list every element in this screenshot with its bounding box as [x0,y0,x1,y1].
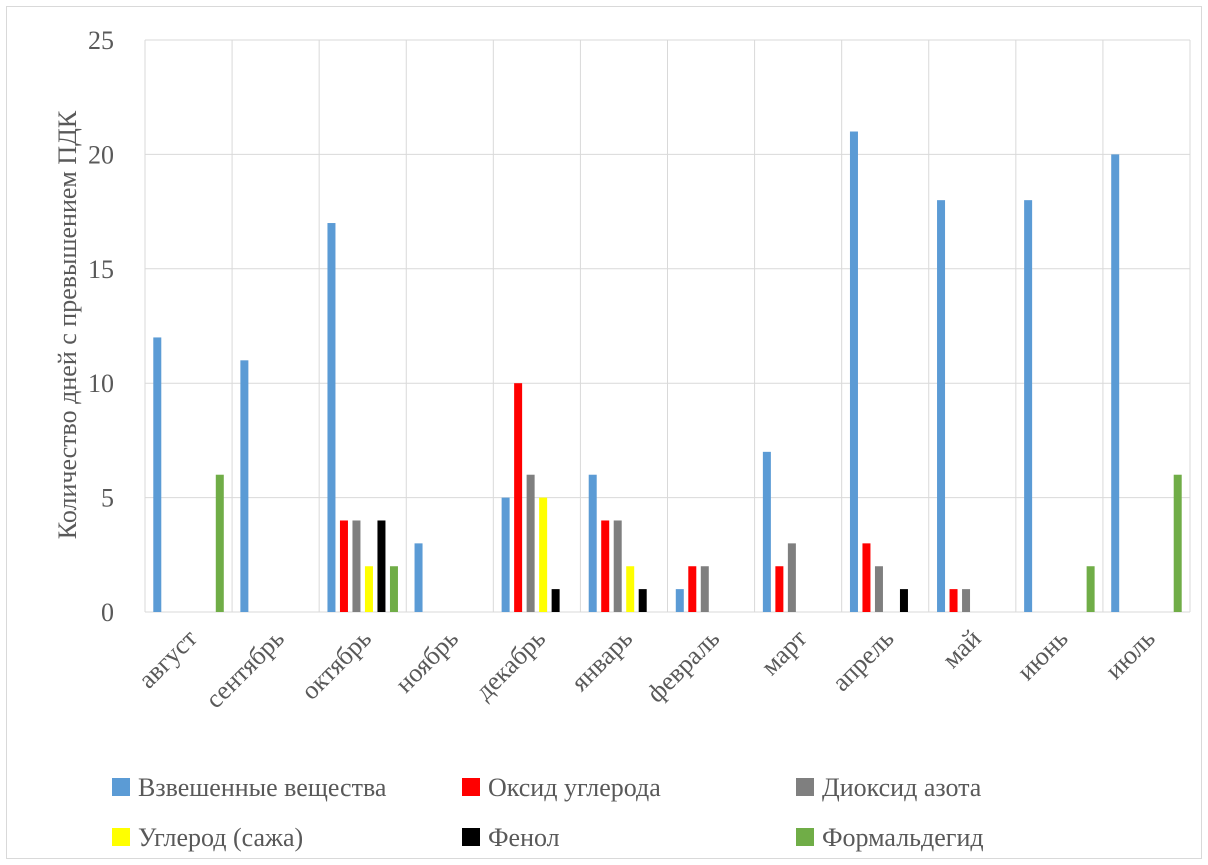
bar-4-3 [539,497,548,612]
legend-label: Формальдегид [822,823,984,852]
x-tick-label: август [133,624,203,694]
x-tick-label: сентябрь [200,624,290,714]
bar-2-3 [364,566,373,612]
legend-swatch [796,778,814,796]
y-tick-label: 10 [88,369,114,398]
bar-6-0 [675,589,684,612]
legend-label: Диоксид азота [822,773,982,802]
bar-9-0 [937,200,946,612]
gridlines [144,39,1191,613]
bar-4-1 [514,383,523,612]
bar-2-2 [352,520,361,612]
bar-5-4 [638,589,647,612]
legend-swatch [796,828,814,846]
bars [153,131,1182,613]
bar-10-0 [1024,200,1033,612]
y-tick-label: 0 [101,598,114,627]
bar-7-0 [762,451,771,612]
legend: Взвешенные вещества Оксид углерода Диоксид… [112,773,984,852]
bar-1-0 [240,360,249,612]
bar-8-4 [899,589,908,612]
x-tick-label: июль [1100,624,1161,685]
bar-2-4 [377,520,386,612]
bar-4-0 [501,497,510,612]
bar-9-2 [962,589,971,612]
bar-5-0 [588,474,597,612]
legend-label: Оксид углерода [488,773,661,802]
y-tick-label: 25 [88,26,114,55]
bar-6-1 [688,566,697,612]
bar-5-1 [601,520,610,612]
bar-8-1 [862,543,871,612]
legend-swatch [462,778,480,796]
bar-5-2 [613,520,622,612]
x-tick-label: апрель [826,624,899,697]
x-tick-label: июнь [1011,624,1073,686]
bar-3-0 [414,543,423,612]
bar-6-2 [700,566,709,612]
y-tick-label: 15 [88,255,114,284]
y-tick-label: 20 [88,140,114,169]
bar-2-0 [327,223,336,613]
x-tick-label: февраль [641,624,725,708]
bar-5-3 [626,566,635,612]
x-tick-label: декабрь [469,624,551,706]
bar-7-1 [775,566,784,612]
legend-label: Фенол [488,823,560,852]
y-axis-ticks: 0 5 10 15 20 25 [88,26,114,627]
bar-11-5 [1173,474,1182,612]
legend-label: Углерод (сажа) [138,823,303,852]
y-axis-label: Количество дней с превышением ПДК [53,110,82,539]
y-tick-label: 5 [101,484,114,513]
x-tick-label: октябрь [295,624,377,706]
bar-8-0 [849,131,858,612]
chart-frame [6,6,1202,859]
bar-0-5 [215,474,224,612]
bar-0-0 [153,337,162,612]
legend-swatch [462,828,480,846]
bar-2-1 [339,520,348,612]
legend-swatch [112,778,130,796]
x-tick-label: май [937,624,987,674]
x-tick-label: ноябрь [389,624,464,699]
x-tick-label: январь [565,624,638,697]
bar-2-5 [389,566,398,612]
x-tick-label: март [755,624,812,681]
bar-4-2 [526,474,535,612]
bar-7-2 [787,543,796,612]
bar-11-0 [1111,154,1120,612]
bar-4-4 [551,589,560,612]
bar-10-5 [1086,566,1095,612]
bar-9-1 [949,589,958,612]
legend-label: Взвешенные вещества [138,773,387,802]
bar-8-2 [874,566,883,612]
legend-swatch [112,828,130,846]
